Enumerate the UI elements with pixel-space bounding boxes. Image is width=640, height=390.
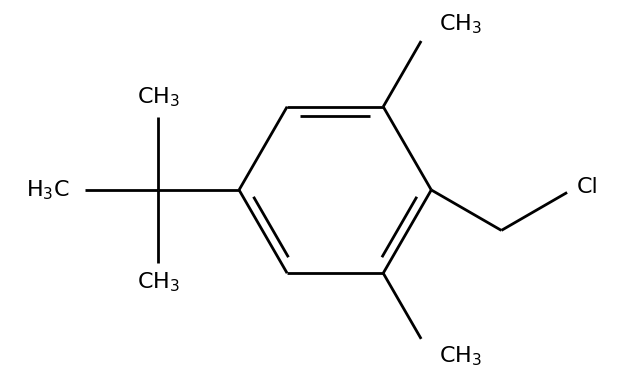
Text: $\mathregular{CH_3}$: $\mathregular{CH_3}$ bbox=[137, 271, 180, 294]
Text: $\mathregular{CH_3}$: $\mathregular{CH_3}$ bbox=[440, 344, 483, 367]
Text: $\mathregular{CH_3}$: $\mathregular{CH_3}$ bbox=[137, 85, 180, 109]
Text: $\mathregular{CH_3}$: $\mathregular{CH_3}$ bbox=[440, 12, 483, 36]
Text: $\mathregular{H_3C}$: $\mathregular{H_3C}$ bbox=[26, 178, 70, 202]
Text: Cl: Cl bbox=[577, 177, 599, 197]
